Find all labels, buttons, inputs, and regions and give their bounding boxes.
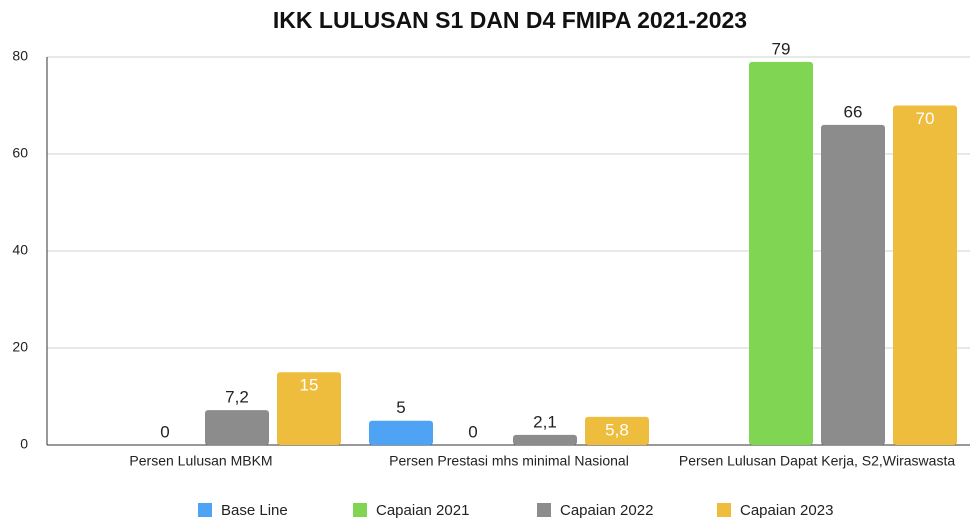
data-label: 7,2 — [225, 388, 249, 407]
bar — [205, 410, 269, 445]
bar — [893, 105, 957, 445]
data-label: 5,8 — [605, 420, 629, 439]
legend-label: Capaian 2022 — [560, 502, 653, 519]
legend-swatch — [717, 503, 731, 517]
y-tick-label: 40 — [12, 242, 28, 258]
x-tick-label: Persen Prestasi mhs minimal Nasional — [389, 453, 629, 469]
y-tick-label: 60 — [12, 145, 28, 161]
bar — [821, 124, 885, 446]
data-label: 0 — [160, 422, 169, 441]
y-tick-label: 20 — [12, 339, 28, 355]
legend-swatch — [537, 503, 551, 517]
bar — [585, 416, 649, 445]
data-label: 15 — [300, 376, 319, 395]
bar — [369, 420, 433, 445]
y-tick-label: 80 — [12, 48, 28, 64]
data-label: 5 — [396, 398, 405, 417]
bar — [749, 61, 813, 445]
legend-label: Base Line — [221, 502, 288, 519]
legend-label: Capaian 2021 — [376, 502, 469, 519]
data-label: 2,1 — [533, 412, 557, 431]
chart-title: IKK LULUSAN S1 DAN D4 FMIPA 2021-2023 — [273, 7, 747, 33]
data-label: 0 — [468, 422, 477, 441]
data-label: 66 — [844, 102, 863, 121]
legend-swatch — [198, 503, 212, 517]
x-tick-label: Persen Lulusan MBKM — [129, 453, 272, 469]
legend-label: Capaian 2023 — [740, 502, 833, 519]
bar — [277, 372, 341, 445]
data-label: 79 — [772, 39, 791, 58]
legend-swatch — [353, 503, 367, 517]
bar — [513, 434, 577, 445]
data-label: 70 — [916, 109, 935, 128]
x-tick-label: Persen Lulusan Dapat Kerja, S2,Wiraswast… — [679, 453, 955, 469]
y-tick-label: 0 — [20, 436, 28, 452]
